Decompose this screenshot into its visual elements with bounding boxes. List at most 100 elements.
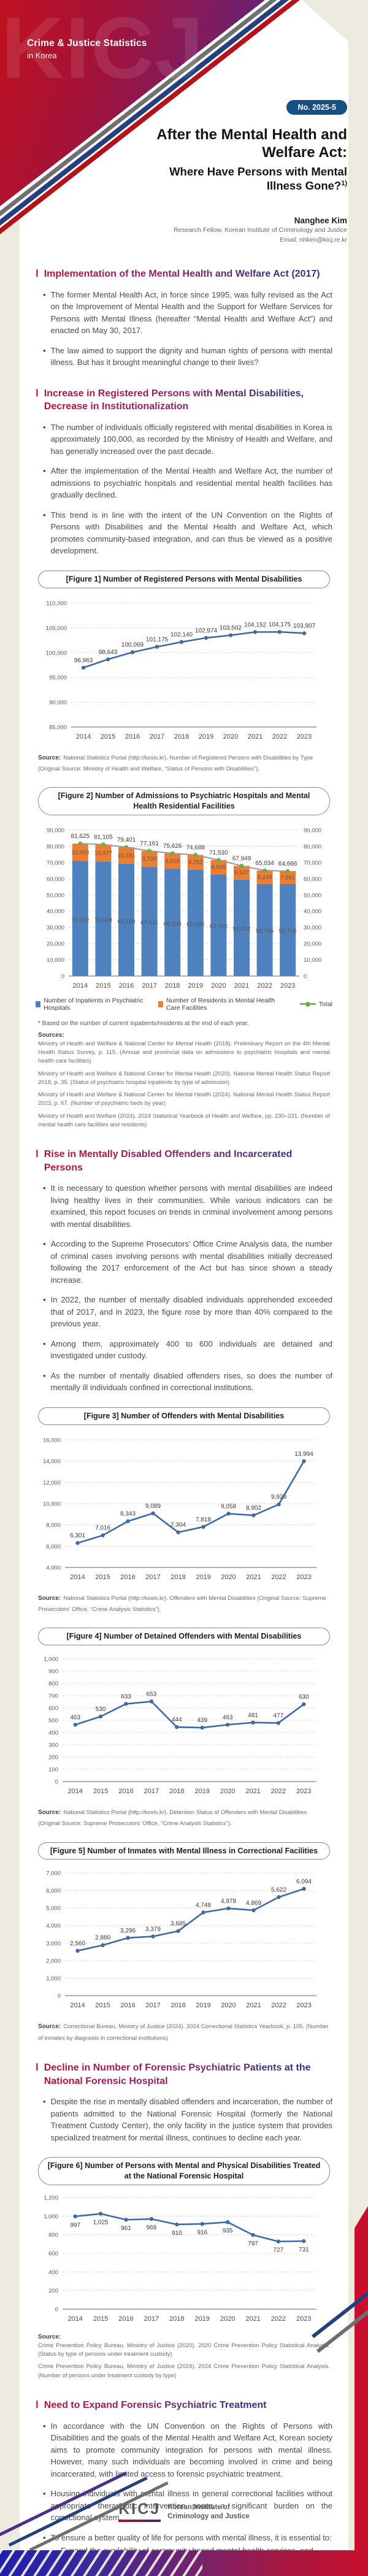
svg-text:2021: 2021 [245, 1788, 260, 1795]
svg-text:14,000: 14,000 [43, 1458, 61, 1465]
svg-text:2022: 2022 [272, 733, 287, 740]
svg-text:400: 400 [48, 2269, 58, 2276]
svg-text:9,929: 9,929 [271, 1494, 286, 1501]
svg-text:100,000: 100,000 [46, 650, 67, 656]
author-affiliation: Research Fellow, Korean Institute of Cri… [173, 226, 347, 234]
svg-text:20,000: 20,000 [47, 941, 64, 948]
svg-text:500: 500 [48, 1718, 58, 1724]
section-heading: Ⅰ Need to Expand Forensic Psychiatric Tr… [36, 2399, 332, 2412]
legend-total-line-icon [299, 1001, 316, 1007]
svg-text:2023: 2023 [296, 2315, 311, 2323]
svg-text:8,249: 8,249 [258, 874, 272, 881]
author-email: Email: nhkim@kicj.re.kr [280, 236, 347, 244]
bullet-dot: • [43, 1183, 46, 1193]
svg-text:600: 600 [48, 1705, 58, 1712]
figure-2-sources: Sources: Ministry of Health and Welfare … [36, 1032, 332, 1129]
source-label: Source: [38, 2023, 61, 2031]
sources-label: Sources: [38, 1031, 64, 1039]
section-marker: Ⅰ [36, 269, 39, 279]
figure-6-title-line2: at the National Forensic Hospital [124, 2172, 244, 2181]
svg-text:102,140: 102,140 [171, 631, 193, 638]
svg-text:2023: 2023 [297, 733, 312, 740]
legend-label: Number of Residents in Mental Health Car… [166, 996, 275, 1012]
svg-text:2015: 2015 [93, 1788, 108, 1795]
svg-text:2022: 2022 [271, 2002, 286, 2009]
svg-text:2018: 2018 [169, 1788, 184, 1795]
legend-label: Number of Inpatients in Psychiatric Hosp… [44, 996, 144, 1012]
svg-text:2014: 2014 [70, 2002, 85, 2009]
svg-text:8,537: 8,537 [234, 870, 249, 877]
svg-text:2015: 2015 [101, 733, 115, 740]
svg-text:70,000: 70,000 [304, 859, 321, 866]
svg-text:2020: 2020 [221, 1574, 236, 1581]
figure-4: [Figure 4] Number of Detained Offenders … [36, 1628, 332, 1828]
svg-text:7,000: 7,000 [46, 1870, 61, 1877]
svg-text:9,252: 9,252 [188, 859, 203, 866]
svg-text:0: 0 [55, 2306, 58, 2313]
source-text: Ministry of Health and Welfare (2024). 2… [38, 1112, 330, 1128]
header-diagonal-stripes [0, 0, 368, 245]
source-text: Ministry of Health and Welfare & Nationa… [38, 1040, 330, 1065]
legend-item-residents: Number of Residents in Mental Health Car… [158, 997, 289, 1012]
svg-text:59,412: 59,412 [232, 926, 250, 932]
bullet-dot: • [43, 466, 46, 476]
section-marker: Ⅰ [36, 1149, 39, 1160]
section-marker: Ⅰ [36, 388, 39, 399]
svg-text:74,688: 74,688 [186, 844, 205, 851]
svg-text:101,175: 101,175 [146, 636, 169, 643]
svg-text:2021: 2021 [245, 2315, 260, 2323]
brand-block: Crime & Justice Statistics in Korea [27, 38, 147, 60]
svg-text:90,000: 90,000 [49, 699, 67, 706]
svg-text:2015: 2015 [96, 982, 110, 990]
kicj-logo: KICJ [118, 2502, 161, 2522]
bullet-dot: • [43, 2421, 46, 2431]
svg-text:200: 200 [48, 2288, 58, 2294]
svg-text:600: 600 [48, 2250, 58, 2257]
svg-text:67,441: 67,441 [140, 920, 158, 926]
svg-text:66,108: 66,108 [164, 921, 182, 928]
svg-text:103,907: 103,907 [293, 623, 316, 629]
svg-text:2014: 2014 [70, 1574, 85, 1581]
svg-text:439: 439 [197, 1717, 207, 1724]
svg-text:3,379: 3,379 [145, 1926, 161, 1933]
svg-text:2,000: 2,000 [46, 1958, 61, 1965]
svg-text:70,628: 70,628 [94, 917, 112, 924]
svg-text:5,622: 5,622 [271, 1887, 286, 1894]
bullet-dot: • [43, 1295, 46, 1305]
bullet-text: The law aimed to support the dignity and… [50, 345, 332, 367]
svg-text:8,000: 8,000 [46, 1522, 61, 1529]
bullet-item: • Among them, approximately 400 to 600 in… [36, 1338, 332, 1362]
legend-label: Total [318, 1000, 332, 1008]
section-marker: Ⅰ [36, 2062, 39, 2073]
figure-3: [Figure 3] Number of Offenders with Ment… [36, 1407, 332, 1614]
bullet-dot: • [43, 422, 46, 432]
svg-text:2022: 2022 [271, 1574, 286, 1581]
svg-text:80,000: 80,000 [304, 844, 321, 850]
svg-text:10,000: 10,000 [43, 1501, 61, 1507]
svg-text:4,000: 4,000 [46, 1923, 61, 1930]
section-expand-treatment: Ⅰ Need to Expand Forensic Psychiatric Tr… [36, 2399, 332, 2576]
svg-text:1,000: 1,000 [46, 1975, 61, 1982]
figure-3-line-chart: 4,000 6,000 8,000 10,000 12,000 14,000 16,000 2… [43, 1437, 316, 1581]
section-marker: Ⅰ [36, 2399, 39, 2410]
bullet-dot: • [43, 2532, 46, 2542]
svg-text:200: 200 [48, 1755, 58, 1761]
section-heading: Ⅰ Decline in Number of Forensic Psychiat… [36, 2061, 332, 2088]
figure-5: [Figure 5] Number of Inmates with Mental… [36, 1842, 332, 2043]
figure-4-title: [Figure 4] Number of Detained Offenders … [38, 1628, 330, 1646]
svg-text:65,034: 65,034 [255, 860, 274, 867]
bullet-text: In 2022, the number of mentally disabled… [50, 1295, 332, 1329]
bullet-item: • According to the Supreme Prosecutors’ O… [36, 1238, 332, 1286]
legend-item-inpatients: Number of Inpatients in Psychiatric Hosp… [36, 997, 147, 1012]
svg-text:96,963: 96,963 [74, 657, 93, 664]
figure-5-title: [Figure 5] Number of Inmates with Mental… [38, 1842, 330, 1860]
svg-text:4,978: 4,978 [221, 1898, 236, 1905]
bullet-text: The number of individuals officially reg… [50, 422, 332, 456]
figure-1-line-chart: 85,000 90,000 95,000 100,000 105,000 110,000 2… [46, 600, 316, 740]
figure-2-title: [Figure 2] Number of Admissions to Psych… [38, 787, 330, 815]
svg-text:2015: 2015 [93, 2315, 108, 2323]
figure-3-source: Source: National Statistics Portal (http:… [36, 1592, 332, 1615]
bullet-dot: • [43, 1339, 46, 1348]
svg-text:2019: 2019 [194, 1788, 209, 1795]
bullet-dot: • [43, 510, 46, 520]
